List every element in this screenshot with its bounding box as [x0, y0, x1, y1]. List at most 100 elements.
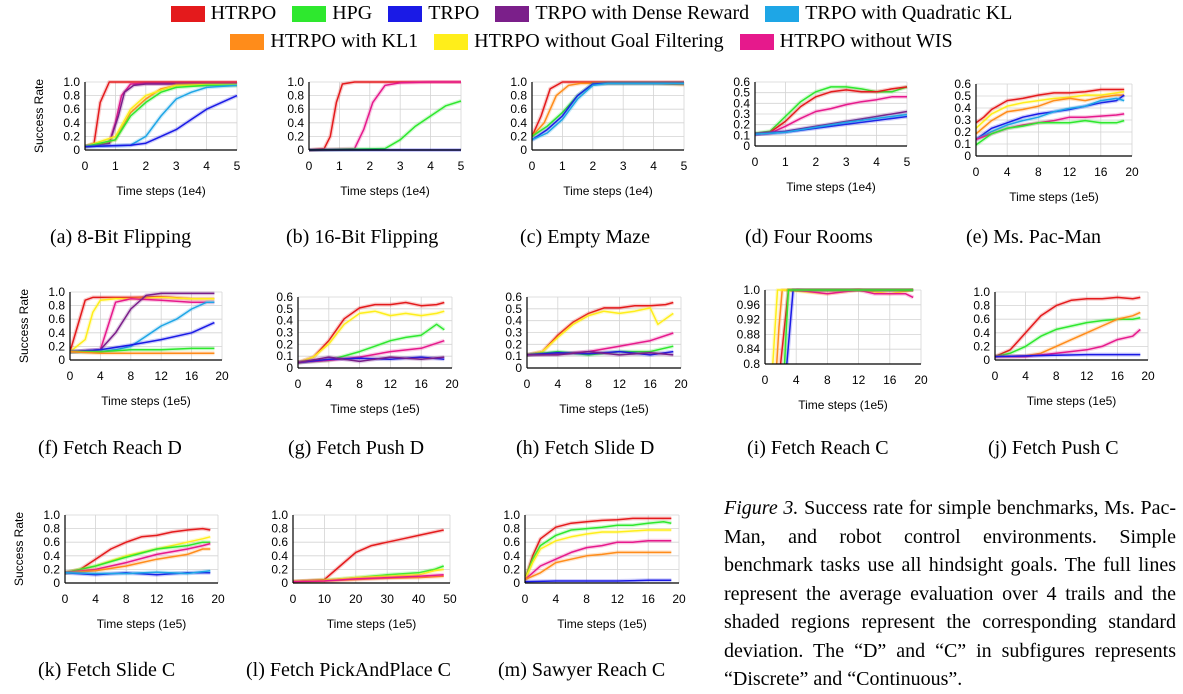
x-axis-label: Time steps (1e5) — [97, 617, 187, 631]
series-line — [85, 84, 238, 148]
y-tick-label: 0.3 — [505, 326, 522, 340]
series-line — [298, 339, 445, 364]
y-tick-label: 1.0 — [43, 508, 60, 522]
y-tick-label: 0.6 — [973, 312, 990, 326]
chart-panel: 0.8 0.84 0.88 0.92 0.96 1.0 0 4 8 12 16 20 Time step… — [715, 282, 931, 420]
series-group — [995, 295, 1142, 359]
y-tick-label: 1.0 — [743, 283, 760, 297]
y-tick-label: 0.4 — [973, 326, 990, 340]
figure-label: Figure 3. — [724, 497, 799, 519]
x-tick-label: 20 — [1141, 369, 1155, 383]
series-line — [976, 119, 1125, 146]
plot-area — [765, 290, 921, 364]
legend-label: TRPO with Quadratic KL — [805, 2, 1013, 24]
y-tick-label: 0.1 — [954, 137, 971, 151]
series-line — [532, 82, 684, 141]
series-line — [85, 83, 237, 148]
chart-panel: 0 0.1 0.2 0.3 0.4 0.5 0.6 0 4 8 12 16 20 Time steps (… — [477, 289, 691, 424]
x-tick-label: 20 — [674, 377, 688, 391]
series-line — [85, 84, 237, 148]
y-tick-label: 1.0 — [48, 285, 65, 299]
x-tick-label: 12 — [1080, 369, 1094, 383]
y-tick-label: 0.6 — [505, 290, 522, 304]
legend-item: HPG — [292, 2, 372, 25]
y-tick-label: 0.2 — [276, 337, 293, 351]
x-axis-label: Time steps (1e4) — [340, 184, 430, 198]
y-tick-label: 0.3 — [733, 107, 750, 121]
x-tick-label: 3 — [843, 155, 850, 169]
x-tick-label: 5 — [904, 155, 911, 169]
y-tick-label: 0.6 — [733, 75, 750, 89]
series-group — [976, 87, 1126, 147]
x-axis-label: Time steps (1e5) — [1009, 190, 1099, 204]
y-tick-label: 0.5 — [276, 302, 293, 316]
series-line — [70, 292, 215, 353]
chart-panel: 0 0.2 0.4 0.6 0.8 1.0 0 1 2 3 4 5 Time steps (1e4) — [259, 74, 471, 206]
y-tick-label: 0.4 — [271, 549, 288, 563]
x-tick-label: 4 — [554, 377, 561, 391]
series-line — [532, 81, 684, 137]
y-tick-label: 0 — [281, 576, 288, 590]
x-tick-label: 0 — [529, 159, 536, 173]
series-line — [527, 307, 674, 356]
y-tick-label: 1.0 — [271, 508, 288, 522]
series-line — [995, 311, 1141, 358]
y-tick-label: 0.4 — [63, 116, 80, 130]
x-tick-label: 4 — [92, 592, 99, 606]
series-line — [70, 296, 215, 353]
y-axis-label: Success Rate — [32, 79, 46, 153]
figure-caption: Figure 3. Success rate for simple benchm… — [724, 494, 1176, 694]
x-axis-label: Time steps (1e4) — [786, 180, 876, 194]
x-tick-label: 12 — [613, 377, 627, 391]
y-tick-label: 0.2 — [505, 337, 522, 351]
x-tick-label: 0 — [752, 155, 759, 169]
y-tick-label: 1.0 — [287, 75, 304, 89]
x-axis-label: Time steps (1e4) — [563, 184, 653, 198]
legend-label: TRPO with Dense Reward — [535, 2, 750, 24]
x-tick-label: 16 — [181, 592, 195, 606]
y-tick-label: 0.4 — [510, 116, 527, 130]
y-tick-label: 0.2 — [503, 562, 520, 576]
series-line — [755, 113, 908, 135]
series-line — [527, 350, 674, 356]
series-line — [527, 301, 674, 356]
x-tick-label: 20 — [1125, 165, 1139, 179]
y-tick-label: 1.0 — [973, 285, 990, 299]
legend-label: TRPO — [428, 2, 480, 24]
subfigure-caption: (c) Empty Maze — [520, 226, 650, 248]
x-tick-label: 0 — [306, 159, 313, 173]
y-tick-label: 0.3 — [276, 326, 293, 340]
series-group — [65, 526, 211, 577]
x-tick-label: 5 — [234, 159, 241, 173]
legend-swatch — [388, 5, 423, 22]
x-tick-label: 3 — [173, 159, 180, 173]
x-tick-label: 12 — [155, 369, 169, 383]
x-tick-label: 12 — [384, 377, 398, 391]
legend-label: HTRPO — [210, 2, 277, 24]
figure-caption-text: Success rate for simple benchmarks, Ms. … — [724, 497, 1176, 690]
series-line — [525, 579, 672, 583]
legend-swatch — [495, 5, 530, 22]
x-axis-label: Time steps (1e5) — [101, 394, 191, 408]
x-tick-label: 16 — [644, 377, 658, 391]
y-tick-label: 1.0 — [510, 75, 527, 89]
subfigure-caption: (d) Four Rooms — [745, 226, 873, 248]
x-tick-label: 3 — [620, 159, 627, 173]
legend-swatch — [765, 5, 800, 22]
y-tick-label: 0 — [286, 361, 293, 375]
subfigure-caption: (f) Fetch Reach D — [38, 437, 182, 459]
plot-area — [525, 515, 679, 583]
y-tick-label: 0.4 — [954, 101, 971, 115]
legend-swatch — [739, 33, 774, 50]
y-tick-label: 0.4 — [43, 549, 60, 563]
x-tick-label: 8 — [585, 377, 592, 391]
subfigure-caption: (b) 16-Bit Flipping — [286, 226, 439, 248]
y-tick-label: 0.8 — [63, 89, 80, 103]
x-tick-label: 8 — [583, 592, 590, 606]
y-tick-label: 0.4 — [276, 314, 293, 328]
y-tick-label: 0.6 — [48, 312, 65, 326]
x-tick-label: 8 — [123, 592, 130, 606]
series-line — [309, 100, 462, 151]
